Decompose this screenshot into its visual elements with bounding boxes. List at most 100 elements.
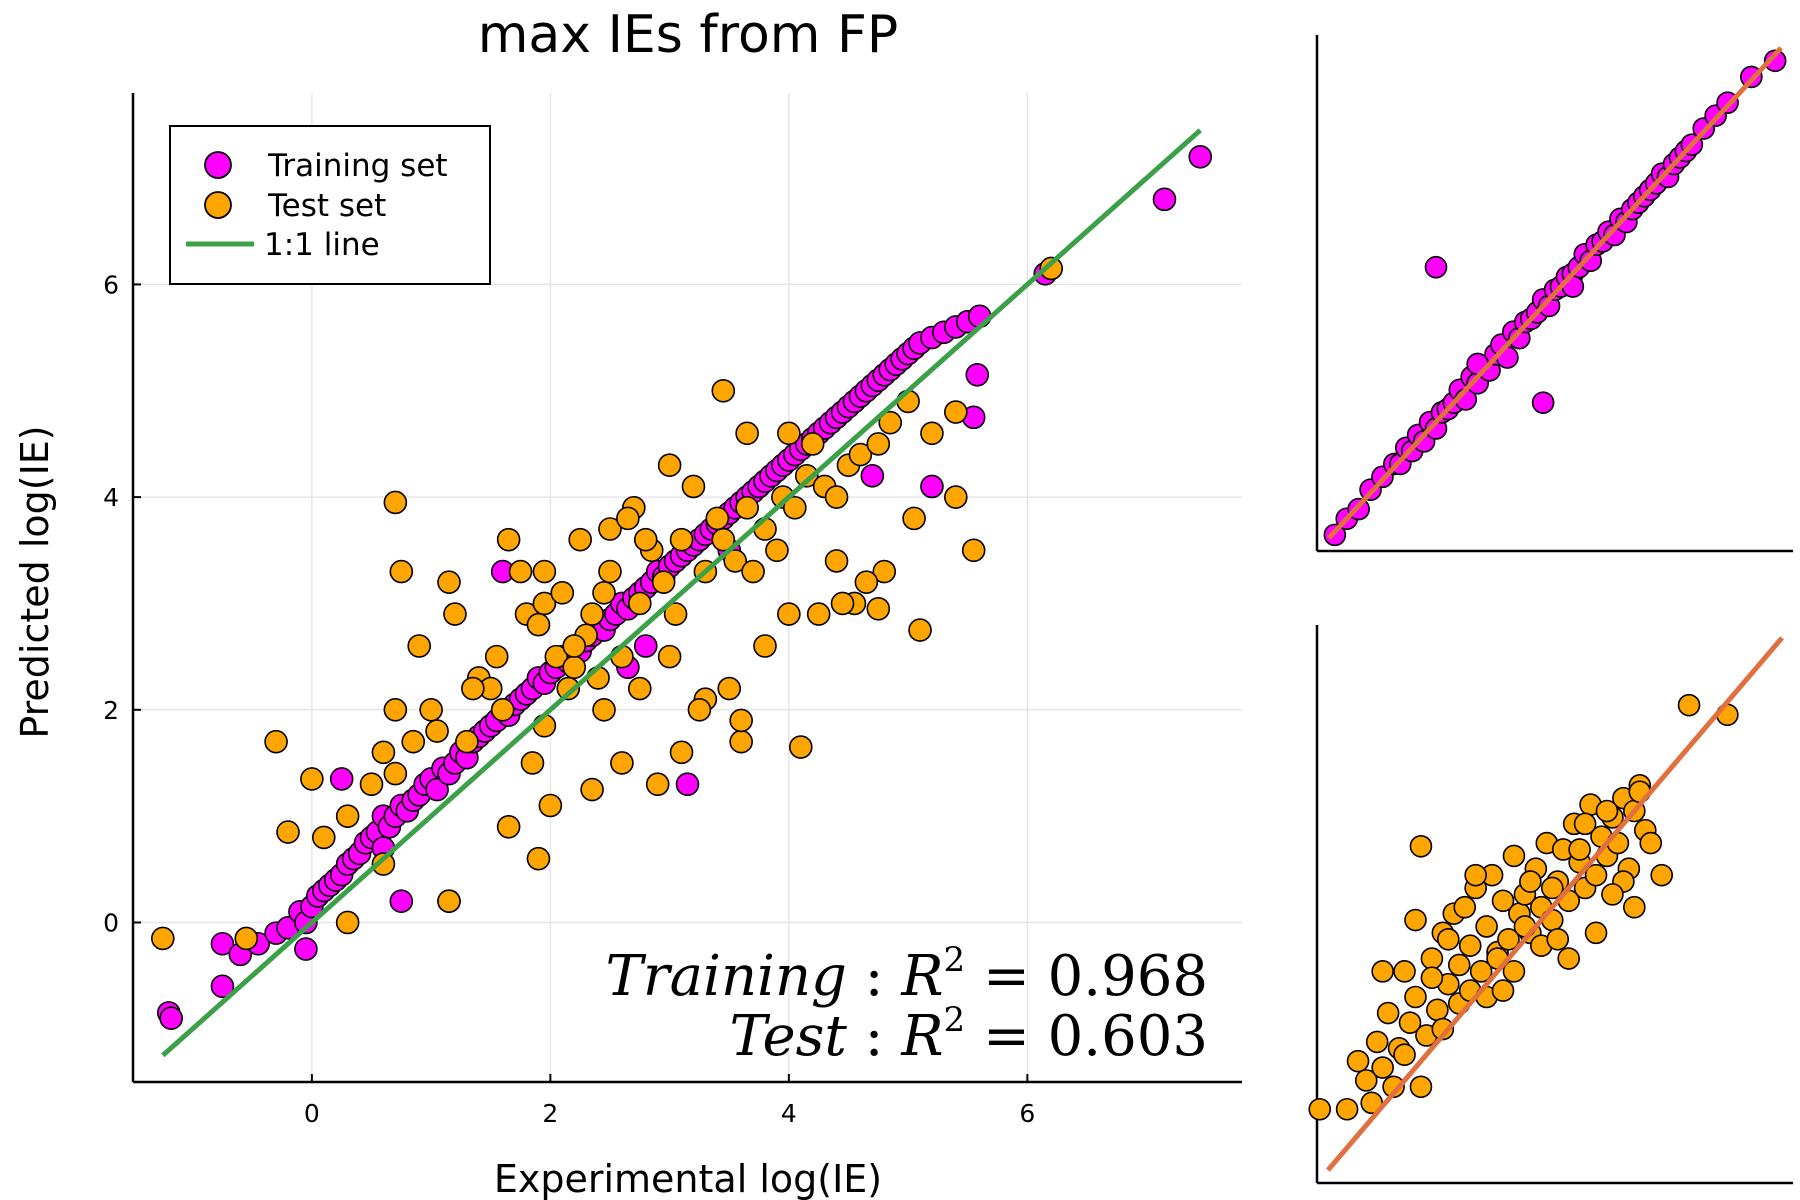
inset-test-point: [1382, 1075, 1405, 1099]
inset-test-point: [1546, 927, 1570, 951]
inset-test-point: [1677, 693, 1701, 717]
inset-test-point: [1568, 838, 1591, 861]
test-point: [407, 634, 431, 658]
inset-training-points: [1323, 46, 1787, 547]
test-point: [264, 729, 288, 754]
inset-training-point: [1424, 255, 1448, 279]
legend-marker-test: [204, 191, 232, 219]
test-point: [657, 644, 682, 669]
test-point: [741, 559, 765, 584]
training-point: [860, 464, 885, 488]
test-point: [598, 559, 622, 584]
inset-test-point: [1409, 1075, 1433, 1099]
inset-test-point: [1393, 960, 1416, 983]
test-point: [592, 581, 616, 605]
test-point: [550, 581, 575, 605]
test-point: [723, 549, 747, 573]
test-point: [872, 559, 897, 584]
test-point: [562, 655, 587, 680]
annotation-training-value: 0.968: [1048, 944, 1208, 1009]
test-point: [628, 676, 652, 701]
main-gridlines: [133, 93, 1242, 1082]
inset-test-axes: [1315, 625, 1793, 1185]
training-point: [675, 772, 700, 797]
inset-test-point: [1650, 863, 1673, 887]
annotation-test-value: 0.603: [1048, 1004, 1208, 1069]
inset-training-axes: [1315, 35, 1793, 553]
test-point: [645, 772, 670, 797]
test-point: [335, 910, 360, 935]
inset-training-point: [1763, 49, 1787, 73]
inset-test-point: [1371, 960, 1394, 983]
inset-test-point: [1354, 1069, 1378, 1092]
inset-test-point: [1398, 1011, 1422, 1034]
inset-test-point: [1502, 844, 1526, 868]
test-point: [276, 820, 300, 844]
training-point: [389, 889, 414, 914]
test-point: [794, 464, 819, 488]
test-point: [311, 825, 336, 850]
x-tick-label: 4: [781, 1099, 797, 1128]
test-point: [419, 697, 443, 722]
legend-label-test: Test set: [267, 188, 386, 224]
test-point: [705, 506, 730, 531]
test-point: [735, 495, 759, 520]
inset-training-point: [1531, 391, 1555, 414]
test-point: [461, 676, 485, 701]
inset-test-point: [1409, 834, 1433, 858]
inset-test-point: [1557, 947, 1580, 970]
annotation-training-r2: Training : R2 = 0.968: [606, 940, 1208, 1009]
test-point: [520, 751, 545, 775]
test-point: [729, 708, 753, 733]
test-point: [806, 602, 831, 626]
test-point: [657, 453, 682, 478]
test-point: [335, 804, 360, 828]
test-point: [383, 697, 408, 722]
test-point: [401, 729, 426, 754]
training-point: [210, 974, 235, 999]
annotation-training-name: Training: [606, 944, 847, 1009]
inset-test-panel: [1308, 625, 1793, 1185]
test-point: [717, 676, 742, 701]
test-point: [580, 602, 604, 626]
test-point: [848, 442, 873, 467]
test-point: [765, 538, 789, 563]
test-point: [866, 432, 891, 456]
inset-test-points: [1308, 636, 1784, 1172]
test-point: [824, 549, 849, 573]
inset-test-point: [1346, 1049, 1370, 1073]
inset-test-point: [1453, 895, 1477, 919]
inset-test-point: [1502, 960, 1526, 983]
inset-test-point: [1584, 921, 1608, 945]
test-point: [830, 591, 855, 616]
inset-test-point: [1365, 1030, 1389, 1054]
main-data-points: [151, 128, 1213, 1058]
test-point: [687, 697, 712, 722]
training-point: [159, 1006, 183, 1030]
inset-test-point: [1420, 947, 1444, 970]
inset-test-point: [1601, 883, 1624, 906]
inset-test-point: [1431, 1017, 1455, 1041]
test-point: [383, 761, 408, 786]
test-point: [532, 559, 557, 584]
training-point: [1188, 145, 1213, 169]
test-point: [1039, 256, 1064, 281]
test-point: [735, 421, 759, 446]
annotation-test-name: Test: [729, 1004, 847, 1069]
test-point: [711, 527, 736, 552]
inset-test-fit-line: [1326, 636, 1784, 1172]
test-point: [526, 846, 551, 871]
test-point: [556, 676, 581, 701]
test-point: [908, 618, 932, 642]
legend-label-training: Training set: [267, 148, 448, 184]
test-point: [443, 602, 467, 626]
inset-test-point: [1623, 895, 1646, 919]
test-point: [508, 559, 533, 584]
y-axis-title: Predicted log(IE): [13, 425, 57, 738]
inset-test-point: [1491, 979, 1515, 1002]
one-to-one-line: [161, 128, 1202, 1058]
test-point: [824, 485, 849, 509]
test-point: [854, 570, 879, 594]
test-point: [544, 644, 569, 669]
test-point: [788, 735, 813, 759]
